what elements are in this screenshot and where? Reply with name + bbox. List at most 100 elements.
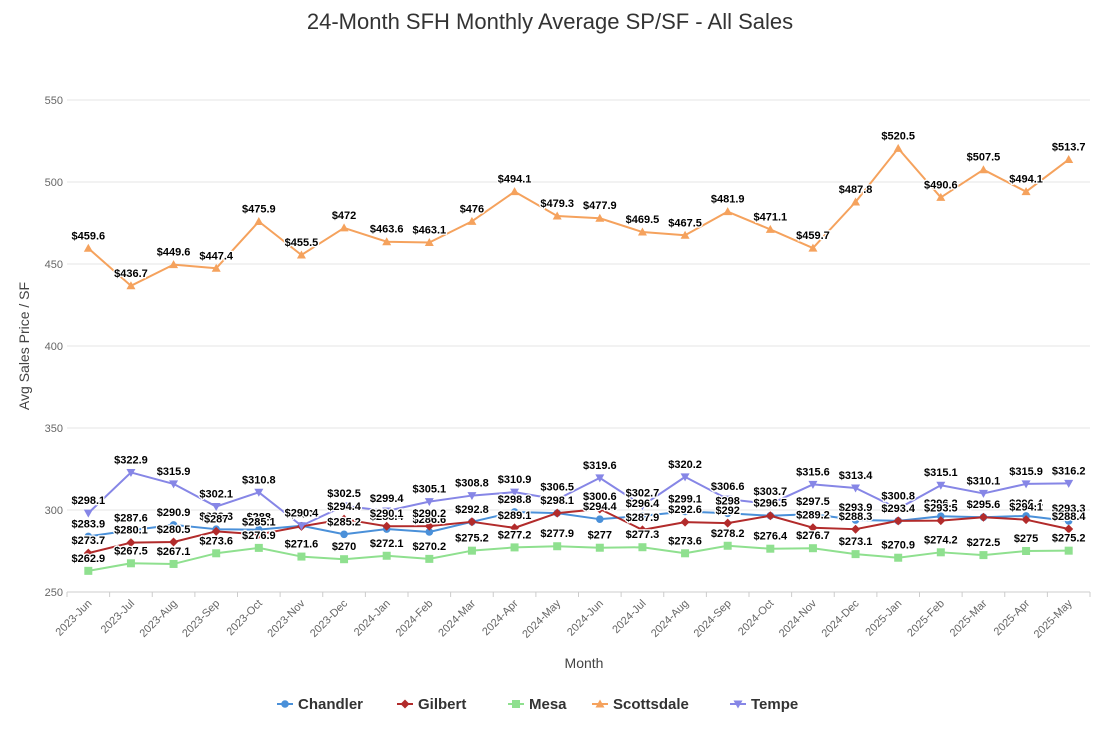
chandler-data-label: $299.1 [668, 493, 702, 505]
x-tick-label: 2023-Jul [99, 598, 137, 636]
series-scottsdale [83, 143, 1074, 290]
chandler-data-label: $296.2 [924, 498, 958, 510]
scottsdale-point [382, 237, 392, 246]
scottsdale-data-label: $520.5 [881, 130, 915, 142]
gilbert-point [936, 516, 946, 526]
mesa-point [638, 543, 647, 552]
scottsdale-point [211, 263, 221, 272]
gilbert-point [424, 521, 434, 531]
tempe-data-label: $310.8 [242, 474, 276, 486]
tempe-data-label: $310.1 [967, 475, 1001, 487]
chandler-point [1064, 517, 1073, 525]
legend: Chandler Gilbert Mesa Scottsdale Tempe [277, 696, 798, 713]
scottsdale-point [723, 207, 733, 216]
legend-marker [281, 700, 289, 708]
mesa-point [979, 551, 988, 560]
chandler-data-label: $283.9 [71, 518, 105, 530]
scottsdale-data-label: $513.7 [1052, 142, 1086, 154]
gilbert-point [680, 517, 690, 527]
mesa-data-label: $277.2 [498, 529, 532, 541]
chandler-point [596, 515, 604, 523]
legend-item-tempe[interactable]: Tempe [730, 696, 798, 713]
tempe-data-label: $306.6 [711, 481, 745, 493]
legend-label: Mesa [529, 696, 567, 713]
mesa-data-label: $277 [588, 530, 612, 542]
chandler-point [127, 526, 135, 535]
tempe-point [1064, 479, 1074, 488]
tempe-data-label: $305.1 [412, 484, 446, 496]
x-tick-label: 2025-Feb [905, 598, 947, 640]
scottsdale-point [1021, 187, 1031, 196]
tempe-point [637, 502, 647, 511]
chandler-data-label: $290.9 [157, 507, 191, 519]
tempe-point [808, 480, 818, 489]
chandler-point [255, 525, 263, 534]
gilbert-data-label: $296.5 [753, 498, 787, 510]
tempe-point [1021, 480, 1031, 489]
legend-item-gilbert[interactable]: Gilbert [397, 696, 466, 713]
y-tick-label: 250 [45, 587, 63, 599]
mesa-point [1022, 547, 1031, 555]
series-lines [83, 143, 1074, 575]
mesa-data-label: $273.6 [199, 535, 233, 547]
x-tick-label: 2023-Aug [137, 598, 179, 640]
legend-item-mesa[interactable]: Mesa [508, 696, 567, 713]
gilbert-point [808, 523, 818, 533]
legend-label: Gilbert [418, 696, 466, 713]
x-tick-label: 2025-Mar [948, 597, 990, 639]
x-tick-label: 2024-Nov [777, 597, 820, 640]
x-tick-label: 2024-Jan [352, 598, 393, 639]
x-tick-label: 2024-Sep [692, 598, 734, 640]
scottsdale-point [851, 197, 861, 206]
scottsdale-data-label: $455.5 [285, 237, 319, 249]
chandler-data-label: $293.9 [839, 502, 873, 514]
chandler-data-label: $287.6 [114, 512, 148, 524]
gilbert-data-label: $292.8 [455, 504, 489, 516]
scottsdale-data-label: $487.8 [839, 184, 873, 196]
gilbert-point [467, 517, 477, 527]
x-axis-label: Month [565, 655, 604, 671]
scottsdale-data-label: $481.9 [711, 194, 745, 206]
tempe-data-label: $313.4 [839, 470, 874, 482]
mesa-data-label: $277.3 [626, 529, 660, 541]
y-tick-label: 550 [45, 95, 63, 107]
scottsdale-data-label: $459.7 [796, 230, 830, 242]
scottsdale-point [126, 281, 136, 290]
series-gilbert [83, 504, 1074, 558]
chandler-data-label: $286.6 [412, 514, 446, 526]
gilbert-data-label: $294.1 [1009, 502, 1043, 514]
gilbert-point [1064, 524, 1074, 534]
chandler-point [851, 516, 860, 524]
gilbert-point [339, 514, 349, 524]
gilbert-point [382, 521, 392, 531]
legend-item-chandler[interactable]: Chandler [277, 696, 363, 713]
mesa-data-label: $274.2 [924, 534, 958, 546]
x-tick-label: 2025-Apr [992, 597, 1033, 638]
gilbert-data-label: $273.7 [71, 535, 105, 547]
scottsdale-point [510, 187, 520, 196]
data-labels: $283.9 $287.6 $290.9 $288.3 $288 $290.4 $285.2… [70, 129, 1087, 566]
tempe-data-label: $315.6 [796, 466, 830, 478]
gilbert-point [723, 518, 733, 528]
gilbert-data-label: $280.1 [114, 525, 148, 537]
legend-label: Chandler [298, 696, 363, 713]
mesa-point [212, 549, 221, 558]
gilbert-data-label: $293.5 [924, 503, 958, 515]
legend-item-scottsdale[interactable]: Scottsdale [592, 696, 689, 713]
y-tick-label: 450 [45, 259, 63, 271]
tempe-point [978, 489, 988, 498]
tempe-point [680, 473, 690, 482]
tempe-data-label: $310.9 [498, 474, 532, 486]
mesa-data-label: $272.5 [967, 537, 1001, 549]
x-tick-label: 2024-May [520, 597, 563, 640]
chandler-data-label: $288 [247, 512, 271, 524]
x-tick-label: 2023-Oct [224, 598, 264, 638]
gilbert-point [169, 537, 179, 547]
scottsdale-data-label: $507.5 [967, 152, 1001, 164]
tempe-data-label: $316.2 [1052, 465, 1086, 477]
scottsdale-data-label: $469.5 [626, 214, 660, 226]
chandler-point [169, 521, 178, 529]
chandler-point [638, 512, 647, 520]
scottsdale-data-label: $447.4 [199, 250, 234, 262]
scottsdale-point [254, 217, 264, 226]
